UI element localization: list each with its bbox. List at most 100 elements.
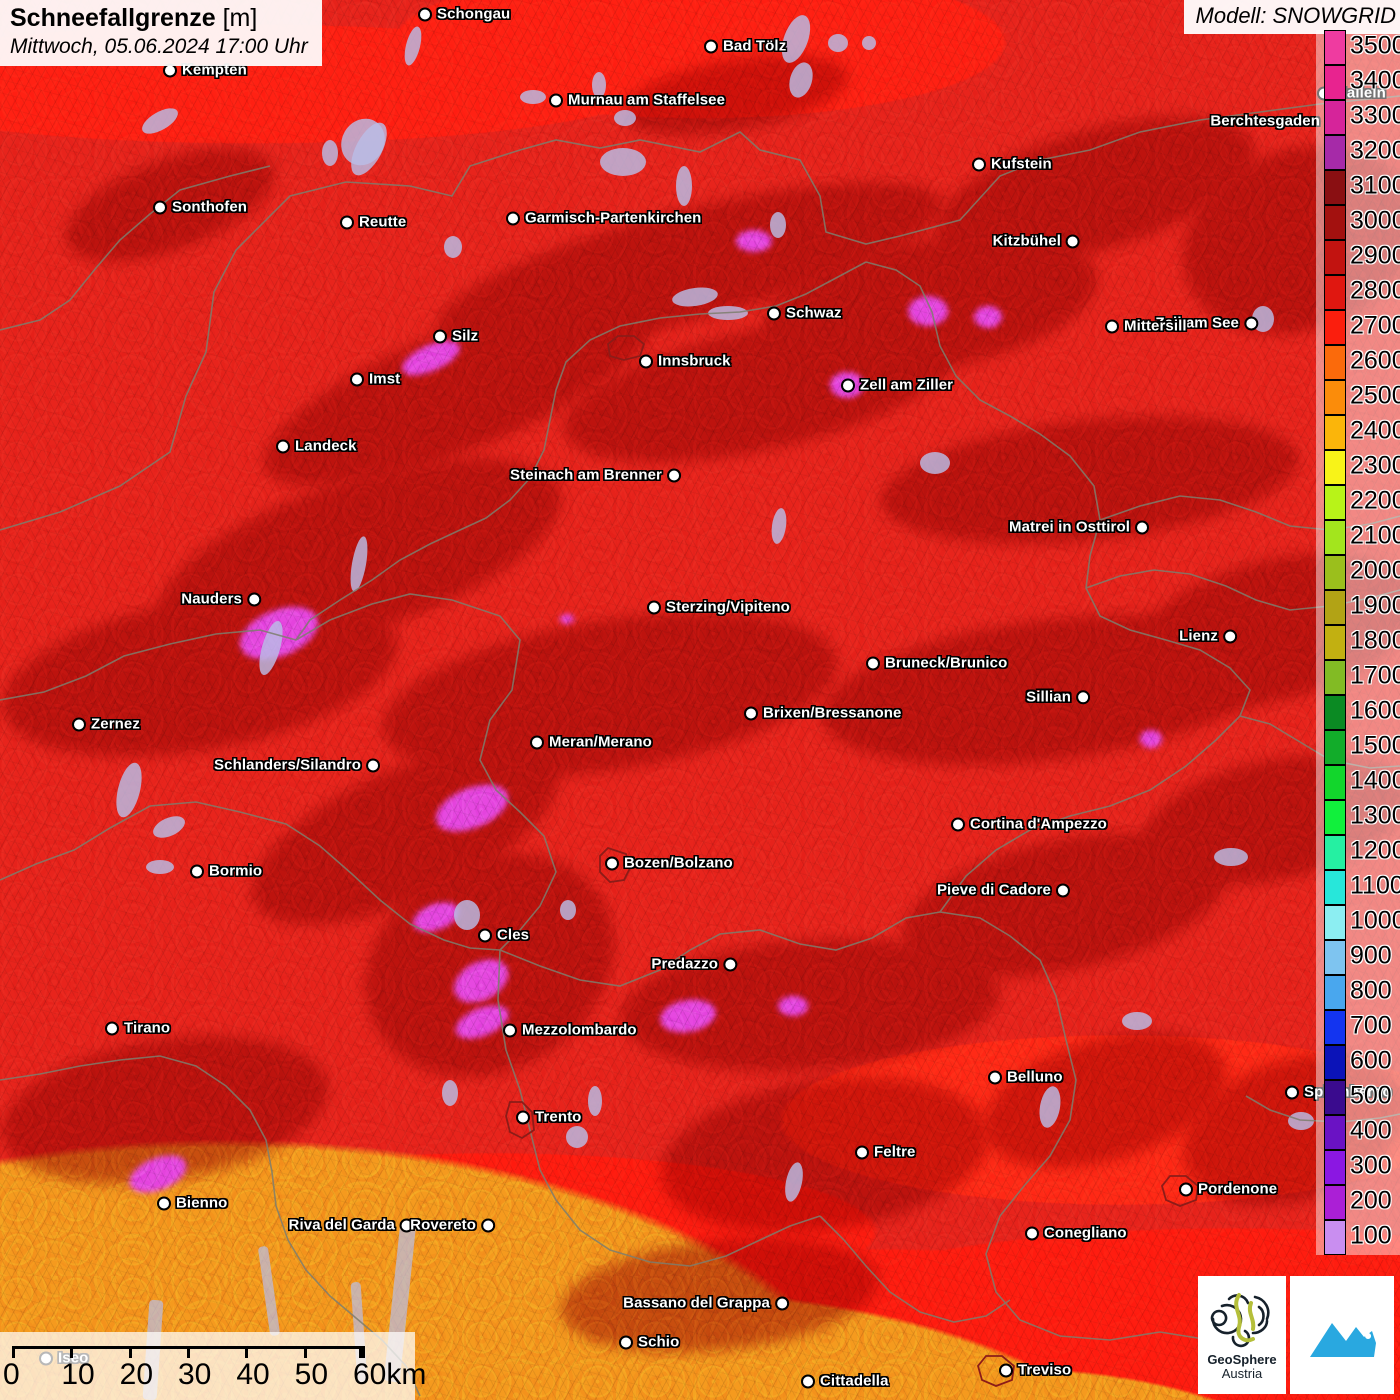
- city-marker: Cortina d'Ampezzo: [951, 816, 1107, 833]
- city-name-label: Sillian: [1026, 688, 1071, 706]
- city-name-label: Zell am See: [1155, 314, 1239, 332]
- scale-tick-label: 30: [178, 1358, 212, 1391]
- legend-swatch: [1324, 30, 1346, 65]
- city-marker: Matrei in Osttirol: [1009, 519, 1149, 536]
- city-name-label: Innsbruck: [658, 352, 731, 370]
- geosphere-logo-line2: Austria: [1221, 1366, 1263, 1381]
- city-dot-icon: [841, 378, 855, 392]
- legend-label: 3000: [1350, 206, 1400, 234]
- legend-row: 3200: [1316, 135, 1400, 170]
- city-dot-icon: [988, 1070, 1002, 1084]
- city-name-label: Riva del Garda: [288, 1216, 395, 1234]
- city-dot-icon: [503, 1023, 517, 1037]
- city-dot-icon: [1223, 629, 1237, 643]
- city-dot-icon: [999, 1363, 1013, 1377]
- city-dot-icon: [157, 1196, 171, 1210]
- legend-row: 500: [1316, 1080, 1400, 1115]
- city-marker: Pordenone: [1179, 1181, 1277, 1198]
- city-marker: Reutte: [340, 214, 406, 231]
- avalanche-mountain-icon: [1310, 1321, 1376, 1357]
- city-name-label: Zernez: [91, 715, 140, 733]
- map-scale-bar: 0 10 20 30 40 50 60km: [0, 1332, 426, 1400]
- legend-swatch: [1324, 870, 1346, 905]
- legend-label: 3500: [1350, 31, 1400, 59]
- avalanche-warning-logo: [1290, 1276, 1394, 1394]
- legend-swatch: [1324, 1220, 1346, 1255]
- legend-swatch: [1324, 485, 1346, 520]
- city-marker: Lienz: [1179, 628, 1237, 645]
- city-marker: Bruneck/Brunico: [866, 655, 1007, 672]
- legend-row: 1000: [1316, 905, 1400, 940]
- legend-row: 1400: [1316, 765, 1400, 800]
- legend-swatch: [1324, 765, 1346, 800]
- geosphere-austria-logo: GeoSphere Austria: [1198, 1276, 1286, 1394]
- legend-row: 400: [1316, 1115, 1400, 1150]
- legend-label: 1700: [1350, 661, 1400, 689]
- city-dot-icon: [72, 717, 86, 731]
- city-marker: Nauders: [181, 591, 261, 608]
- scale-tick-label: 20: [119, 1358, 154, 1391]
- geosphere-logo-text: GeoSphere Austria: [1207, 1353, 1276, 1380]
- legend-row: 1900: [1316, 590, 1400, 625]
- legend-label: 2700: [1350, 311, 1400, 339]
- city-name-label: Landeck: [295, 437, 357, 455]
- legend-row: 100: [1316, 1220, 1400, 1255]
- color-scale-legend: 3500 3400 3300 3200 3100 3000 2900 2800 2700 2600…: [1316, 30, 1400, 1255]
- legend-swatch: [1324, 730, 1346, 765]
- city-dot-icon: [549, 93, 563, 107]
- city-dot-icon: [951, 817, 965, 831]
- city-name-label: Brixen/Bressanone: [763, 704, 902, 722]
- city-name-label: Zell am Ziller: [860, 376, 954, 394]
- city-name-label: Berchtesgaden: [1210, 112, 1320, 130]
- city-marker: Feltre: [855, 1144, 915, 1161]
- legend-swatch: [1324, 625, 1346, 660]
- city-marker: Zell am See: [1155, 315, 1258, 332]
- legend-swatch: [1324, 905, 1346, 940]
- city-name-label: Cles: [497, 926, 530, 944]
- city-name-label: Steinach am Brenner: [510, 466, 662, 484]
- legend-swatch: [1324, 310, 1346, 345]
- city-dot-icon: [340, 215, 354, 229]
- legend-label: 200: [1350, 1186, 1392, 1214]
- legend-row: 600: [1316, 1045, 1400, 1080]
- legend-row: 2300: [1316, 450, 1400, 485]
- logo-strip: GeoSphere Austria: [1198, 1276, 1394, 1394]
- city-name-label: Schio: [638, 1333, 680, 1351]
- city-marker: Steinach am Brenner: [510, 467, 681, 484]
- city-name-label: Cittadella: [820, 1372, 889, 1390]
- city-marker: Schongau: [418, 6, 510, 23]
- legend-label: 100: [1350, 1221, 1392, 1249]
- legend-row: 1500: [1316, 730, 1400, 765]
- city-dot-icon: [1056, 883, 1070, 897]
- legend-swatch: [1324, 275, 1346, 310]
- legend-label: 400: [1350, 1116, 1392, 1144]
- legend-label: 2900: [1350, 241, 1400, 269]
- legend-label: 800: [1350, 976, 1392, 1004]
- legend-label: 700: [1350, 1011, 1392, 1039]
- legend-swatch: [1324, 345, 1346, 380]
- city-name-label: Pieve di Cadore: [936, 881, 1051, 899]
- legend-swatch: [1324, 1080, 1346, 1115]
- city-dot-icon: [1285, 1085, 1299, 1099]
- legend-swatch: [1324, 940, 1346, 975]
- city-dot-icon: [400, 1218, 414, 1232]
- legend-swatch: [1324, 695, 1346, 730]
- city-dot-icon: [1135, 520, 1149, 534]
- legend-label: 3400: [1350, 66, 1400, 94]
- city-name-label: Kitzbühel: [992, 232, 1061, 250]
- legend-swatch: [1324, 65, 1346, 100]
- city-marker: Mezzolombardo: [503, 1022, 637, 1039]
- legend-swatch: [1324, 835, 1346, 870]
- city-dot-icon: [418, 7, 432, 21]
- legend-label: 1200: [1350, 836, 1400, 864]
- legend-swatch: [1324, 800, 1346, 835]
- legend-swatch: [1324, 1045, 1346, 1080]
- legend-label: 2500: [1350, 381, 1400, 409]
- city-name-label: Garmisch-Partenkirchen: [525, 209, 702, 227]
- scale-tick-label: 0: [3, 1358, 20, 1391]
- city-dot-icon: [667, 468, 681, 482]
- parameter-name: Schneefallgrenze: [10, 4, 216, 32]
